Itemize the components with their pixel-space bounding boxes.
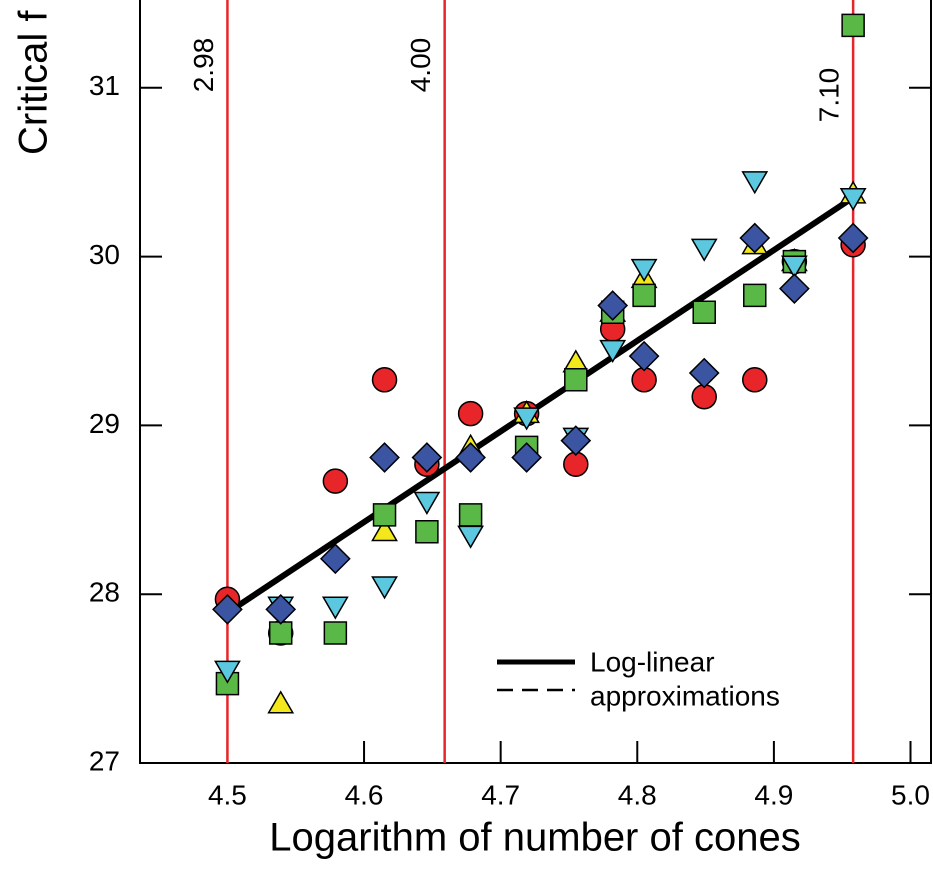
- y-tick-label: 28: [89, 577, 120, 608]
- x-tick-label: 4.7: [481, 779, 520, 810]
- x-tick-label: 4.9: [754, 779, 793, 810]
- y-tick-label: 29: [89, 408, 120, 439]
- reference-label: 2.98: [188, 38, 219, 93]
- x-tick-label: 4.8: [618, 779, 657, 810]
- point: [742, 367, 768, 393]
- legend-text: Log-linear: [590, 646, 715, 677]
- point: [739, 222, 771, 254]
- point: [630, 258, 658, 282]
- point: [780, 255, 808, 279]
- point: [371, 576, 398, 600]
- point: [560, 425, 592, 456]
- point: [413, 491, 441, 515]
- point: [268, 621, 293, 645]
- x-tick-label: 4.5: [208, 779, 247, 810]
- point: [564, 368, 588, 392]
- point: [837, 222, 869, 254]
- point: [321, 596, 349, 620]
- point: [214, 660, 241, 684]
- point: [839, 187, 867, 212]
- point: [511, 442, 542, 473]
- x-tick-label: 4.6: [345, 779, 384, 810]
- point: [841, 13, 865, 38]
- y-tick-label: 30: [89, 239, 120, 270]
- point: [322, 468, 349, 494]
- reference-label: 7.10: [814, 68, 845, 123]
- point: [267, 690, 295, 714]
- fit-line: [225, 195, 855, 616]
- point: [415, 519, 439, 544]
- plot-frame: [139, 0, 932, 764]
- point: [692, 300, 716, 325]
- point: [779, 273, 810, 305]
- point: [599, 339, 627, 364]
- point: [597, 290, 629, 321]
- point: [741, 171, 769, 195]
- point: [457, 525, 485, 549]
- x-tick-label: 5.0: [891, 779, 930, 810]
- y-tick-label: 31: [89, 70, 120, 101]
- point: [371, 367, 398, 393]
- legend-text: approximations: [590, 680, 780, 711]
- reference-label: 4.00: [405, 38, 436, 93]
- point: [455, 442, 486, 473]
- point: [319, 543, 351, 575]
- point: [323, 621, 348, 645]
- x-axis-label: Logarithm of number of cones: [269, 816, 800, 860]
- point: [688, 357, 720, 389]
- point: [457, 400, 484, 427]
- point: [628, 340, 660, 372]
- point: [458, 503, 483, 527]
- point: [265, 594, 297, 625]
- point: [371, 518, 398, 542]
- point: [690, 238, 718, 262]
- point: [369, 442, 400, 473]
- y-tick-label: 27: [89, 745, 120, 776]
- point: [212, 594, 243, 625]
- point: [513, 407, 541, 431]
- point: [743, 283, 767, 308]
- y-axis-label: Critical f: [12, 10, 56, 155]
- point: [411, 442, 443, 473]
- point: [632, 283, 656, 308]
- point: [372, 503, 397, 527]
